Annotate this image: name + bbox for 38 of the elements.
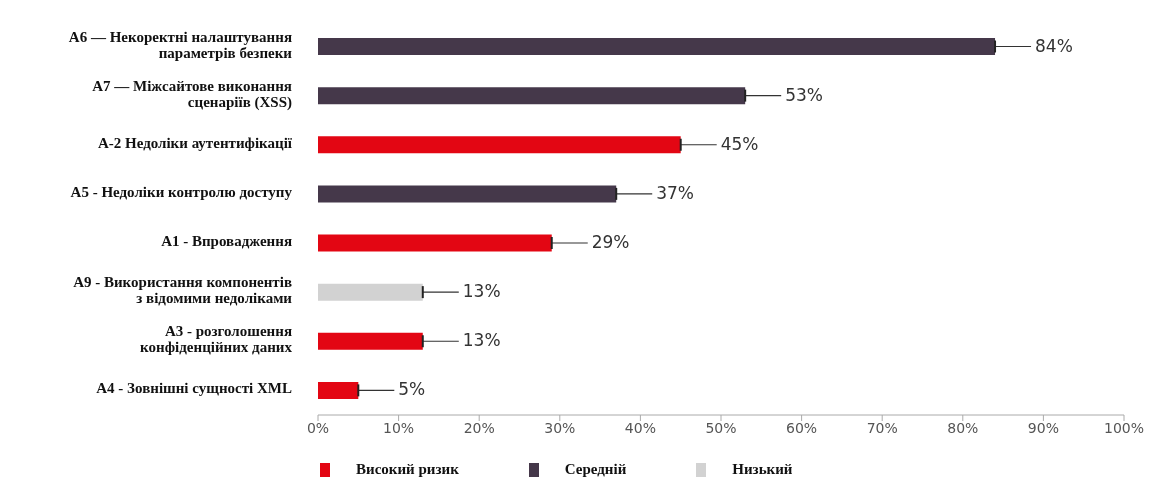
bar bbox=[318, 283, 423, 301]
legend-label: Низький bbox=[732, 461, 793, 478]
bar bbox=[318, 87, 746, 105]
x-tick-label: 100% bbox=[1103, 419, 1145, 436]
y-tick-label: А3 - розголошення конфіденційних даних bbox=[140, 323, 293, 356]
legend-label: Високий ризик bbox=[356, 461, 459, 478]
data-label: 29% bbox=[591, 232, 630, 252]
bar bbox=[318, 185, 617, 203]
bar bbox=[318, 332, 423, 350]
y-tick-label: А4 - Зовнішні сущності XML bbox=[96, 380, 292, 397]
y-tick-label: A7 — Міжсайтове виконання сценаріїв (XSS) bbox=[92, 78, 292, 112]
x-tick-label: 90% bbox=[1027, 419, 1059, 436]
data-label: 84% bbox=[1035, 35, 1073, 56]
data-label: 13% bbox=[462, 330, 501, 351]
data-label: 13% bbox=[462, 281, 501, 302]
x-tick-label: 60% bbox=[786, 419, 818, 436]
bar bbox=[318, 381, 359, 399]
legend-label: Середній bbox=[564, 461, 627, 478]
data-label: 45% bbox=[720, 133, 759, 154]
y-tick-label: A6 — Некоректні налаштування параметрів безпеки bbox=[68, 29, 293, 61]
x-tick-label: 10% bbox=[383, 419, 415, 436]
bar bbox=[318, 38, 996, 55]
x-tick-label: 20% bbox=[463, 419, 495, 436]
x-tick-label: 80% bbox=[947, 419, 979, 436]
data-label: 5% bbox=[398, 379, 426, 400]
bar bbox=[318, 136, 681, 154]
y-tick-label: А1 - Впровадження bbox=[161, 233, 292, 250]
x-tick-label: 70% bbox=[866, 419, 898, 436]
y-tick-label: А5 - Недоліки контролю доступу bbox=[70, 184, 293, 201]
data-label: 53% bbox=[785, 84, 823, 105]
bar bbox=[318, 234, 552, 252]
x-tick-label: 0% bbox=[306, 419, 330, 436]
x-tick-label: 50% bbox=[705, 419, 737, 436]
data-label: 37% bbox=[656, 182, 695, 203]
x-tick-label: 30% bbox=[544, 419, 576, 436]
y-tick-label: А-2 Недоліки аутентифікації bbox=[97, 135, 293, 152]
y-tick-label: А9 - Використання компонентів з відомими недоліками bbox=[73, 274, 293, 307]
x-tick-label: 40% bbox=[624, 419, 656, 436]
